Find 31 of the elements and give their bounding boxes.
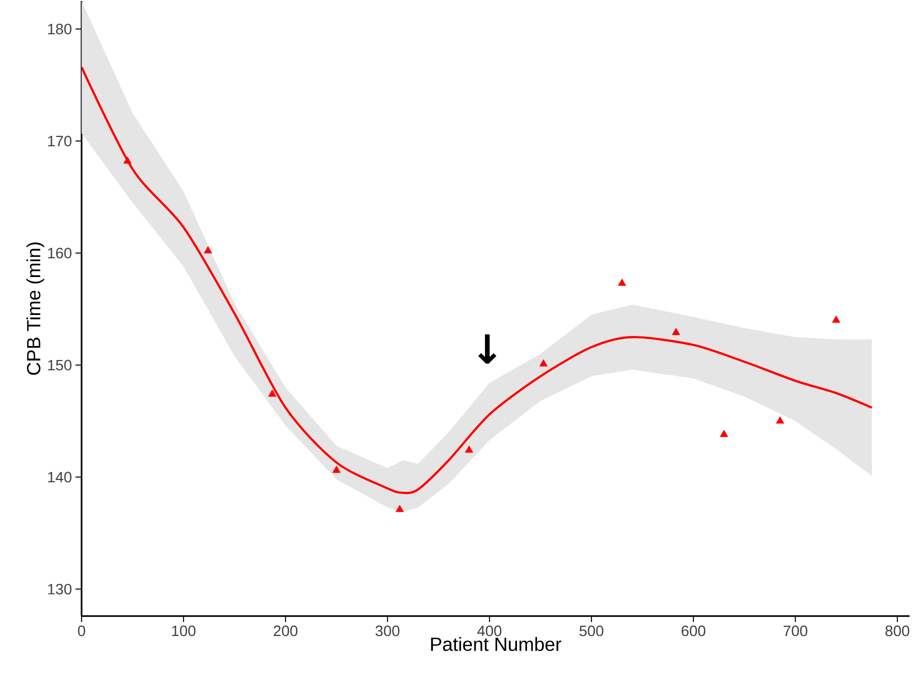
x-tick-label: 0 <box>78 626 86 636</box>
y-tick-label: 150 <box>48 360 72 370</box>
x-tick-label: 500 <box>580 626 604 636</box>
y-tick-label: 130 <box>48 584 72 594</box>
y-tick-label: 180 <box>48 24 72 34</box>
y-axis-title: CPB Time (min) <box>26 242 44 375</box>
point <box>672 328 680 336</box>
point <box>464 446 474 453</box>
x-axis-title: Patient Number <box>431 637 562 651</box>
point <box>396 504 404 512</box>
point <box>539 359 548 366</box>
y-tick-label: 140 <box>48 472 72 482</box>
x-tick-label: 600 <box>682 626 706 636</box>
point <box>618 278 626 286</box>
point <box>204 246 212 254</box>
x-tick-label: 100 <box>172 626 196 636</box>
x-tick-label: 800 <box>885 626 910 636</box>
x-tick-label: 700 <box>784 626 808 636</box>
annotation: ↓ <box>478 334 496 364</box>
x-tick-label: 300 <box>376 626 400 636</box>
point <box>832 316 840 323</box>
point <box>268 390 276 397</box>
y-tick-label: 160 <box>48 248 72 258</box>
point <box>776 416 784 424</box>
x-tick-label: 400 <box>477 626 502 636</box>
line-series <box>82 66 873 494</box>
y-tick-label: 170 <box>48 136 72 146</box>
point <box>332 466 341 473</box>
point <box>720 430 728 437</box>
point <box>123 156 132 164</box>
x-tick-label: 200 <box>274 626 298 636</box>
